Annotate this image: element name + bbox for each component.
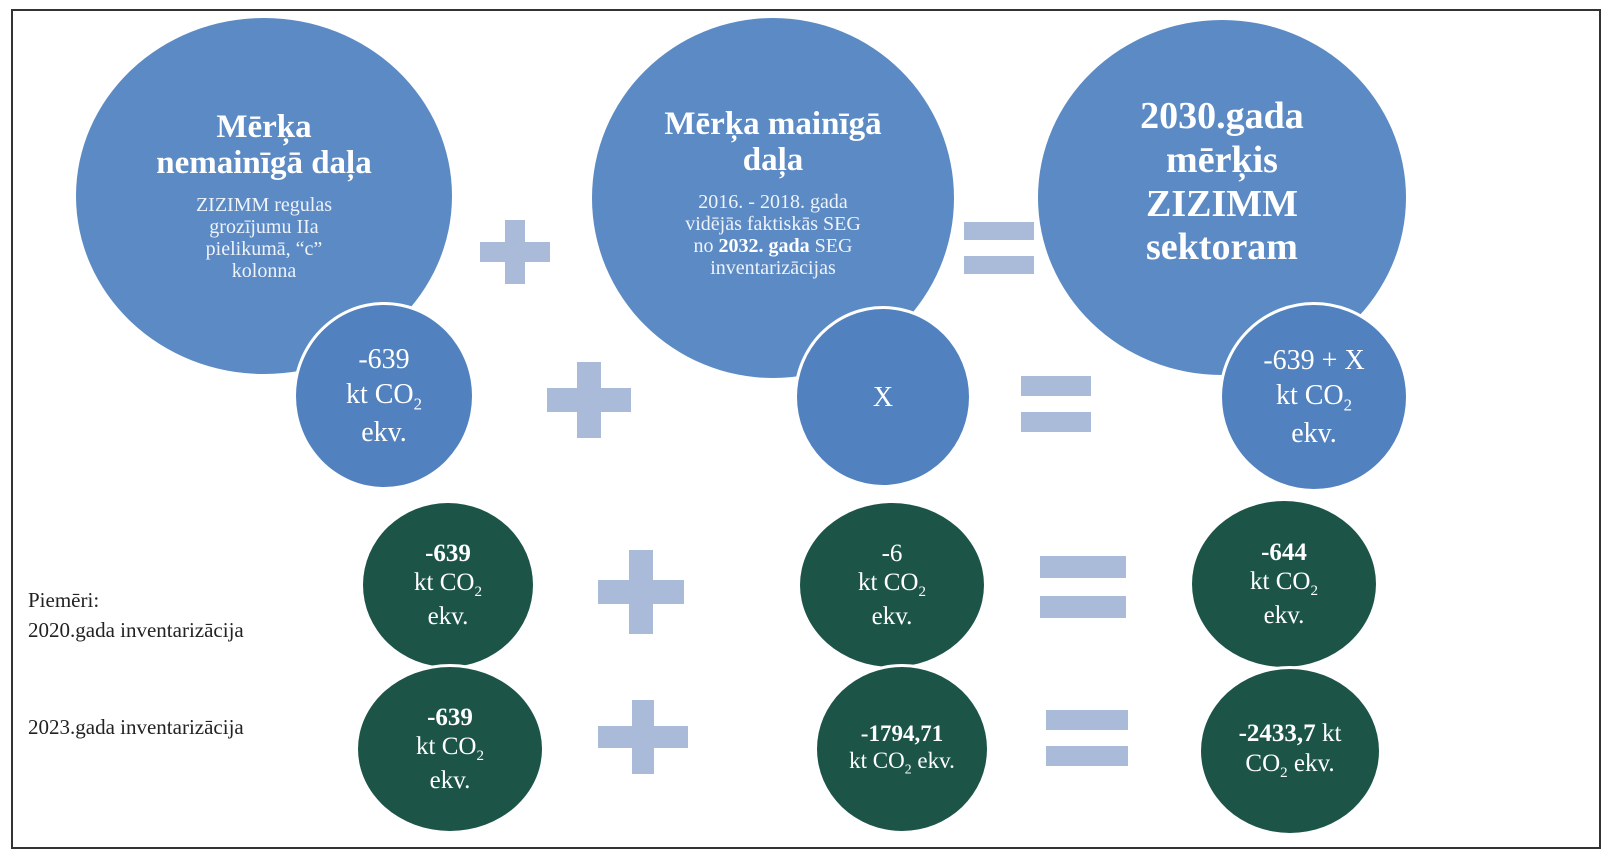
example-2023-variable-value: -1794,71 kt CO2 ekv. bbox=[849, 721, 955, 777]
example-2020-target-circle: -644 kt CO2 ekv. bbox=[1189, 498, 1379, 670]
variable-part-title: Mērķa mainīgā daļa bbox=[664, 106, 882, 178]
equals-icon bbox=[1046, 710, 1128, 766]
plus-icon bbox=[480, 220, 550, 284]
equals-icon bbox=[1040, 556, 1126, 618]
example-2020-variable-value: -6 kt CO2 ekv. bbox=[858, 539, 926, 630]
target-value-circle: -639 + X kt CO2 ekv. bbox=[1219, 302, 1409, 492]
plus-icon bbox=[598, 550, 684, 634]
examples-intro-label: Piemēri: 2020.gada inventarizācija bbox=[28, 588, 244, 643]
fixed-part-value-circle: -639 kt CO2 ekv. bbox=[293, 302, 475, 490]
fixed-part-circle: Mērķa nemainīgā daļa ZIZIMM regulas groz… bbox=[76, 18, 452, 374]
fixed-part-value: -639 kt CO2 ekv. bbox=[345, 343, 423, 449]
example-2020-fixed-value: -639 kt CO2 ekv. bbox=[414, 539, 482, 630]
variable-part-value: X bbox=[872, 381, 894, 413]
plus-icon bbox=[547, 362, 631, 438]
equals-icon bbox=[964, 222, 1034, 274]
variable-part-description: 2016. - 2018. gada vidējās faktiskās SEG… bbox=[685, 190, 861, 279]
target-title: 2030.gada mērķis ZIZIMM sektoram bbox=[1140, 95, 1304, 269]
example-2023-fixed-circle: -639 kt CO2 ekv. bbox=[355, 664, 545, 834]
example-2020-variable-circle: -6 kt CO2 ekv. bbox=[797, 500, 987, 670]
example-2023-variable-circle: -1794,71 kt CO2 ekv. bbox=[814, 664, 990, 834]
fixed-part-description: ZIZIMM regulas grozījumu IIa pielikumā, … bbox=[195, 193, 333, 282]
plus-icon bbox=[598, 700, 688, 774]
example-2023-label: 2023.gada inventarizācija bbox=[28, 715, 244, 739]
target-value: -639 + X kt CO2 ekv. bbox=[1263, 344, 1365, 450]
example-2023-fixed-value: -639 kt CO2 ekv. bbox=[416, 703, 484, 794]
equals-icon bbox=[1021, 376, 1091, 432]
example-2020-target-value: -644 kt CO2 ekv. bbox=[1250, 538, 1318, 629]
example-2020-fixed-circle: -639 kt CO2 ekv. bbox=[360, 500, 536, 670]
fixed-part-title: Mērķa nemainīgā daļa bbox=[156, 109, 372, 181]
variable-part-value-circle: X bbox=[794, 306, 972, 488]
example-2023-target-value: -2433,7 kt CO2 ekv. bbox=[1238, 720, 1342, 781]
example-2023-target-circle: -2433,7 kt CO2 ekv. bbox=[1198, 666, 1382, 836]
target-circle: 2030.gada mērķis ZIZIMM sektoram bbox=[1038, 20, 1406, 375]
